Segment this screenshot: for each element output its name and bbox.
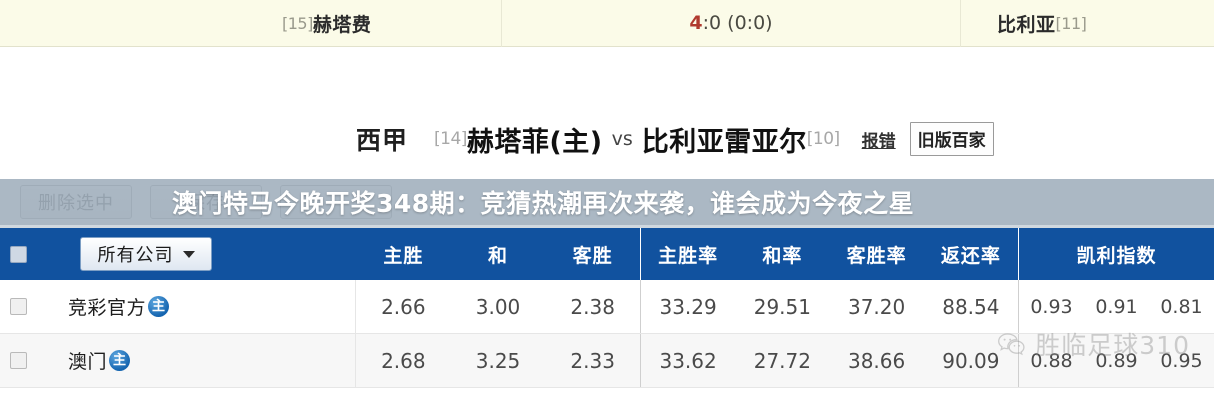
- company-filter-cell: 所有公司: [36, 228, 356, 280]
- old-version-button[interactable]: 旧版百家: [909, 122, 994, 156]
- score-remainder: :0 (0:0): [702, 12, 773, 34]
- cell-draw: 3.00: [475, 294, 521, 319]
- row-rates-group: 33.62 27.72 38.66 90.09: [641, 334, 1019, 387]
- odds-group-header: 主胜 和 客胜: [356, 228, 641, 280]
- match-title-row: 西甲 [14] 赫塔菲(主) vs 比利亚雷亚尔 [10] 报错 旧版百家: [0, 108, 1214, 170]
- row-company-cell: 竞彩官方主: [36, 280, 356, 333]
- rates-group-header: 主胜率 和率 客胜率 返还率: [641, 228, 1019, 280]
- report-error-link[interactable]: 报错: [861, 131, 896, 152]
- select-all-cell[interactable]: [0, 228, 36, 280]
- cell-home-win: 2.66: [381, 294, 426, 319]
- row-select-cell[interactable]: [0, 280, 36, 333]
- header-payout-rate[interactable]: 返还率: [940, 244, 1001, 267]
- cell-kelly-draw: 0.91: [1095, 295, 1138, 318]
- kelly-group-header: 凯利指数: [1019, 228, 1214, 280]
- row-select-cell[interactable]: [0, 334, 36, 387]
- table-row[interactable]: 澳门主 2.68 3.25 2.33 33.62 27.72 38.66 90.…: [0, 334, 1214, 388]
- score-home-team: [15] 赫塔费: [244, 0, 502, 47]
- row-checkbox[interactable]: [9, 352, 27, 369]
- promo-banner-edge: [0, 225, 1214, 228]
- host-badge-icon: 主: [109, 350, 131, 371]
- away-rank-label: [11]: [1055, 13, 1087, 33]
- cell-kelly-home: 0.93: [1030, 295, 1073, 318]
- company-filter-dropdown[interactable]: 所有公司: [80, 237, 212, 271]
- cell-kelly-home: 0.88: [1030, 349, 1073, 372]
- versus-label: vs: [611, 128, 633, 150]
- table-row[interactable]: 竞彩官方主 2.66 3.00 2.38 33.29 29.51 37.20 8…: [0, 280, 1214, 334]
- header-home-win[interactable]: 主胜: [383, 244, 424, 267]
- header-home-win-rate[interactable]: 主胜率: [658, 244, 719, 267]
- cell-kelly-draw: 0.89: [1095, 349, 1138, 372]
- row-company-cell: 澳门主: [36, 334, 356, 387]
- promo-banner-text: 澳门特马今晚开奖348期：竞猜热潮再次来袭，谁会成为今夜之星: [172, 189, 915, 218]
- away-team-label: 比利亚: [997, 13, 1056, 36]
- match-away-team[interactable]: 比利亚雷亚尔: [641, 126, 807, 158]
- match-home-team[interactable]: 赫塔菲(主): [466, 126, 603, 158]
- cell-away-win-rate: 37.20: [847, 294, 906, 319]
- row-rates-group: 33.29 29.51 37.20 88.54: [641, 280, 1019, 333]
- score-strip-spacer: [0, 0, 244, 47]
- row-checkbox[interactable]: [9, 298, 27, 315]
- cell-draw-rate: 27.72: [753, 348, 811, 373]
- cell-kelly-away: 0.81: [1160, 295, 1203, 318]
- row-odds-group: 2.68 3.25 2.33: [356, 334, 641, 387]
- score-strip: [15] 赫塔费 4:0 (0:0) 比利亚 [11]: [0, 0, 1214, 47]
- league-name: 西甲: [356, 126, 409, 155]
- cell-draw: 3.25: [475, 348, 521, 373]
- cell-draw-rate: 29.51: [753, 294, 811, 319]
- row-kelly-group: 0.93 0.91 0.81: [1019, 280, 1214, 333]
- cell-away-win-rate: 38.66: [847, 348, 906, 373]
- host-badge-icon: 主: [148, 296, 170, 317]
- header-draw[interactable]: 和: [488, 244, 509, 267]
- company-name[interactable]: 竞彩官方: [68, 297, 147, 319]
- row-kelly-group: 0.88 0.89 0.95: [1019, 334, 1214, 387]
- company-name[interactable]: 澳门: [68, 351, 108, 373]
- row-odds-group: 2.66 3.00 2.38: [356, 280, 641, 333]
- home-rank-label: [15]: [282, 13, 313, 33]
- cell-payout-rate: 88.54: [942, 294, 1000, 319]
- home-team-label: 赫塔费: [312, 13, 372, 36]
- cell-payout-rate: 90.09: [942, 348, 1000, 373]
- header-kelly-index[interactable]: 凯利指数: [1076, 244, 1157, 267]
- content-gap: [0, 47, 1214, 108]
- cell-home-win-rate: 33.29: [659, 294, 717, 319]
- cell-away-win: 2.38: [570, 294, 615, 319]
- header-draw-rate[interactable]: 和率: [762, 244, 803, 267]
- cell-home-win: 2.68: [381, 348, 426, 373]
- match-away-rank: [10]: [806, 129, 840, 149]
- match-score: 4:0 (0:0): [502, 0, 961, 47]
- header-away-win-rate[interactable]: 客胜率: [846, 244, 907, 267]
- promo-banner: 澳门特马今晚开奖348期：竞猜热潮再次来袭，谁会成为今夜之星: [0, 179, 1214, 225]
- cell-kelly-away: 0.95: [1160, 349, 1203, 372]
- chevron-down-icon: [182, 250, 195, 258]
- odds-table-header: 所有公司 主胜 和 客胜 主胜率 和率 客胜率 返还率 凯利指数: [0, 228, 1214, 280]
- score-away-team: 比利亚 [11]: [961, 0, 1214, 47]
- header-away-win[interactable]: 客胜: [572, 244, 613, 267]
- cell-away-win: 2.33: [570, 348, 615, 373]
- score-home-goals: 4: [689, 12, 703, 34]
- odds-table: 所有公司 主胜 和 客胜 主胜率 和率 客胜率 返还率 凯利指数: [0, 228, 1214, 388]
- select-all-checkbox[interactable]: [9, 245, 27, 263]
- company-filter-label: 所有公司: [97, 245, 174, 266]
- match-home-rank: [14]: [434, 129, 467, 149]
- cell-home-win-rate: 33.62: [659, 348, 717, 373]
